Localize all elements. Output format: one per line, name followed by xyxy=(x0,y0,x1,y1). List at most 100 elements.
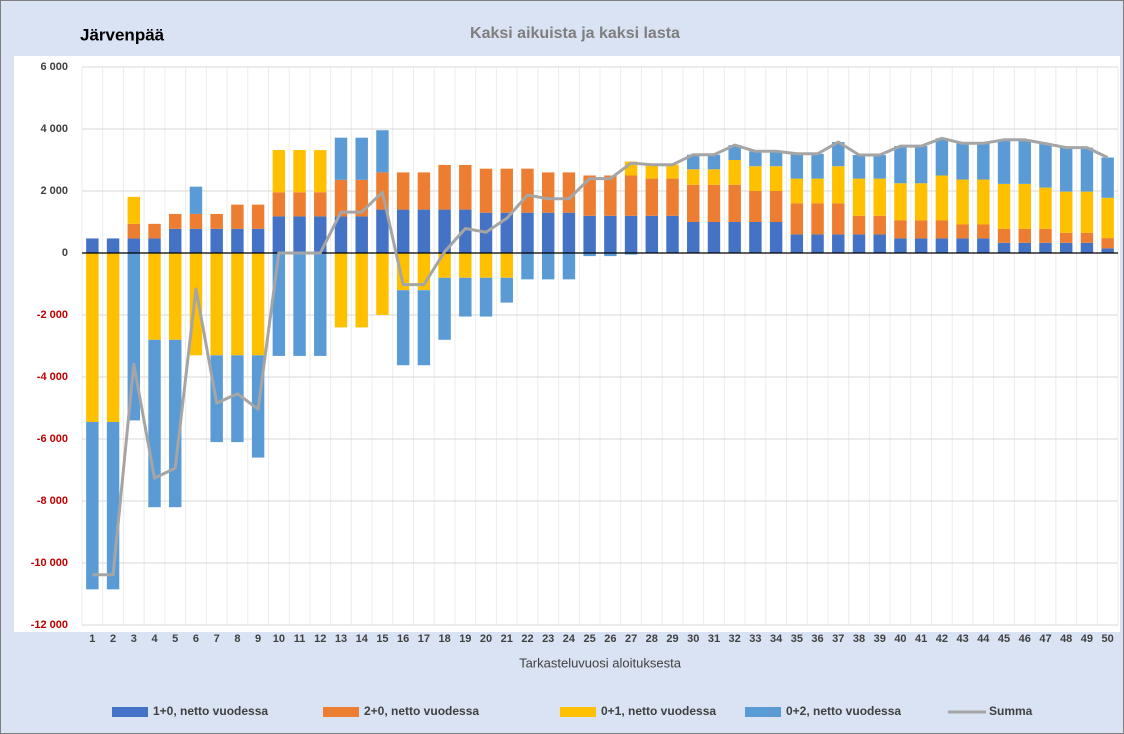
x-tick-label: 40 xyxy=(894,633,906,645)
bar xyxy=(314,253,327,356)
bar xyxy=(86,253,99,422)
bar xyxy=(1059,191,1073,233)
bar xyxy=(687,184,700,222)
bar xyxy=(314,150,327,193)
bar xyxy=(334,179,348,217)
x-tick-label: 36 xyxy=(811,633,823,645)
bar xyxy=(956,238,969,253)
bar xyxy=(769,166,783,191)
bar xyxy=(500,212,513,253)
bar xyxy=(956,143,969,180)
bar xyxy=(769,222,783,253)
bar xyxy=(728,145,741,160)
x-tick-label: 24 xyxy=(563,633,576,645)
bar xyxy=(169,339,182,508)
bar xyxy=(417,209,431,253)
bar xyxy=(334,253,348,328)
bar xyxy=(666,178,679,216)
bar xyxy=(396,172,410,210)
bar xyxy=(376,130,389,173)
bar xyxy=(914,146,928,184)
bar xyxy=(707,154,721,170)
bar xyxy=(687,154,700,170)
x-tick-label: 21 xyxy=(501,633,513,645)
bar xyxy=(707,169,721,185)
bar xyxy=(935,175,949,221)
legend-label: 2+0, netto vuodessa xyxy=(364,704,479,718)
bar xyxy=(583,175,596,216)
bar xyxy=(749,166,762,191)
bar xyxy=(500,253,513,278)
bar xyxy=(977,179,990,225)
bar xyxy=(148,223,161,239)
bar xyxy=(790,153,804,179)
bar xyxy=(251,204,265,229)
x-tick-label: 37 xyxy=(832,633,844,645)
legend-swatch xyxy=(323,707,359,717)
bar xyxy=(852,155,866,179)
bar xyxy=(666,164,679,179)
bar xyxy=(459,277,472,317)
y-tick-label: -6 000 xyxy=(37,433,68,445)
bar xyxy=(189,253,203,356)
y-tick-label: -8 000 xyxy=(37,495,68,507)
x-tick-label: 25 xyxy=(584,633,596,645)
bar xyxy=(541,172,555,213)
bar xyxy=(148,238,161,253)
bar xyxy=(231,253,244,356)
x-tick-label: 4 xyxy=(151,633,158,645)
bar xyxy=(148,339,161,508)
bar xyxy=(438,209,451,253)
bar xyxy=(935,220,949,239)
bar xyxy=(1039,187,1052,229)
bar xyxy=(189,228,203,253)
bar xyxy=(86,238,99,253)
bar xyxy=(376,253,389,315)
y-tick-label: -10 000 xyxy=(31,557,68,569)
x-tick-label: 49 xyxy=(1081,633,1093,645)
bar xyxy=(645,215,659,253)
bar xyxy=(334,216,348,253)
x-tick-label: 9 xyxy=(255,633,261,645)
bar xyxy=(1101,197,1114,239)
x-tick-label: 39 xyxy=(874,633,886,645)
legend-swatch xyxy=(112,707,148,717)
bar xyxy=(956,224,969,239)
bar xyxy=(148,253,161,340)
bar xyxy=(521,168,534,213)
bar xyxy=(977,238,990,253)
bar xyxy=(479,168,493,213)
bar xyxy=(687,169,700,185)
bar xyxy=(521,253,534,280)
bar xyxy=(811,153,824,179)
bar xyxy=(272,150,286,193)
bar xyxy=(189,186,203,214)
legend-swatch xyxy=(560,707,596,717)
legend-label: 0+1, netto vuodessa xyxy=(601,704,716,718)
x-tick-label: 32 xyxy=(729,633,741,645)
bar xyxy=(500,277,513,303)
x-tick-label: 22 xyxy=(521,633,533,645)
bar xyxy=(417,172,431,210)
legend-label: 0+2, netto vuodessa xyxy=(786,704,901,718)
x-tick-label: 41 xyxy=(915,633,927,645)
bar xyxy=(707,222,721,253)
bar xyxy=(707,184,721,222)
bar xyxy=(997,228,1011,243)
bar xyxy=(811,234,824,253)
bar xyxy=(1080,191,1094,233)
bar xyxy=(1059,242,1073,253)
bar xyxy=(459,253,472,278)
bar xyxy=(272,216,286,253)
bar xyxy=(1101,157,1114,198)
line-series xyxy=(92,136,1109,577)
x-tick-label: 3 xyxy=(131,633,137,645)
bar xyxy=(396,253,410,291)
bar xyxy=(624,253,638,255)
bar xyxy=(811,178,824,204)
x-tick-label: 6 xyxy=(193,633,199,645)
x-tick-label: 44 xyxy=(977,633,990,645)
bar xyxy=(1059,232,1073,243)
